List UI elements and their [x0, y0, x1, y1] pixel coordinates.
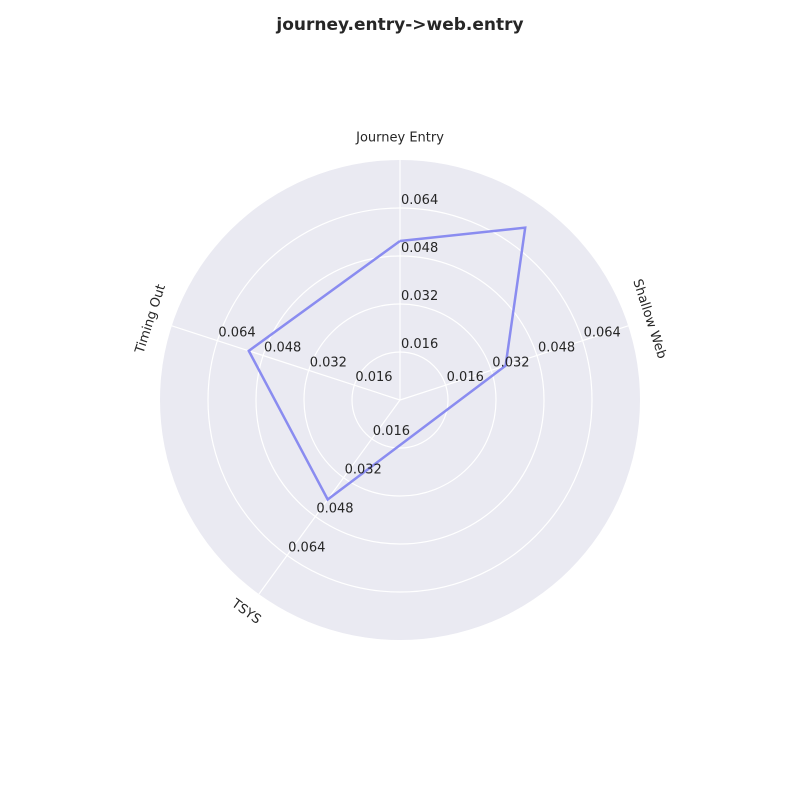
tick-labels: 0.016 0.032 0.048 0.064 0.016 0.032 0.048 0.064…: [218, 193, 620, 555]
axis-spoke: [171, 325, 401, 401]
radial-tick-label: 0.064: [401, 193, 438, 208]
radial-tick-label: 0.064: [288, 540, 325, 555]
radial-tick-label: 0.048: [401, 241, 438, 256]
radial-tick-label: 0.048: [264, 341, 301, 356]
series-group: [247, 226, 527, 502]
radial-tick-label: 0.032: [401, 289, 438, 304]
axis-label: TSYS: [228, 596, 264, 628]
axis-label: Journey Entry: [355, 131, 444, 146]
radial-tick-label: 0.032: [345, 463, 382, 478]
radial-tick-label: 0.032: [310, 355, 347, 370]
radial-tick-label: 0.048: [538, 341, 575, 356]
radial-tick-label: 0.016: [355, 370, 392, 385]
radial-tick-label: 0.064: [218, 326, 255, 341]
radial-tick-label: 0.032: [492, 355, 529, 370]
axis-label: Shallow Web: [629, 277, 669, 360]
radial-tick-label: 0.016: [447, 370, 484, 385]
radial-tick-label: 0.048: [316, 501, 353, 516]
chart-title: journey.entry->web.entry: [275, 15, 523, 35]
series-line: [247, 226, 527, 502]
axis-spoke: [399, 325, 629, 401]
radial-tick-label: 0.016: [401, 337, 438, 352]
radial-tick-label: 0.064: [584, 326, 621, 341]
radial-tick-label: 0.016: [373, 424, 410, 439]
axis-label: Timing Out: [132, 283, 169, 357]
